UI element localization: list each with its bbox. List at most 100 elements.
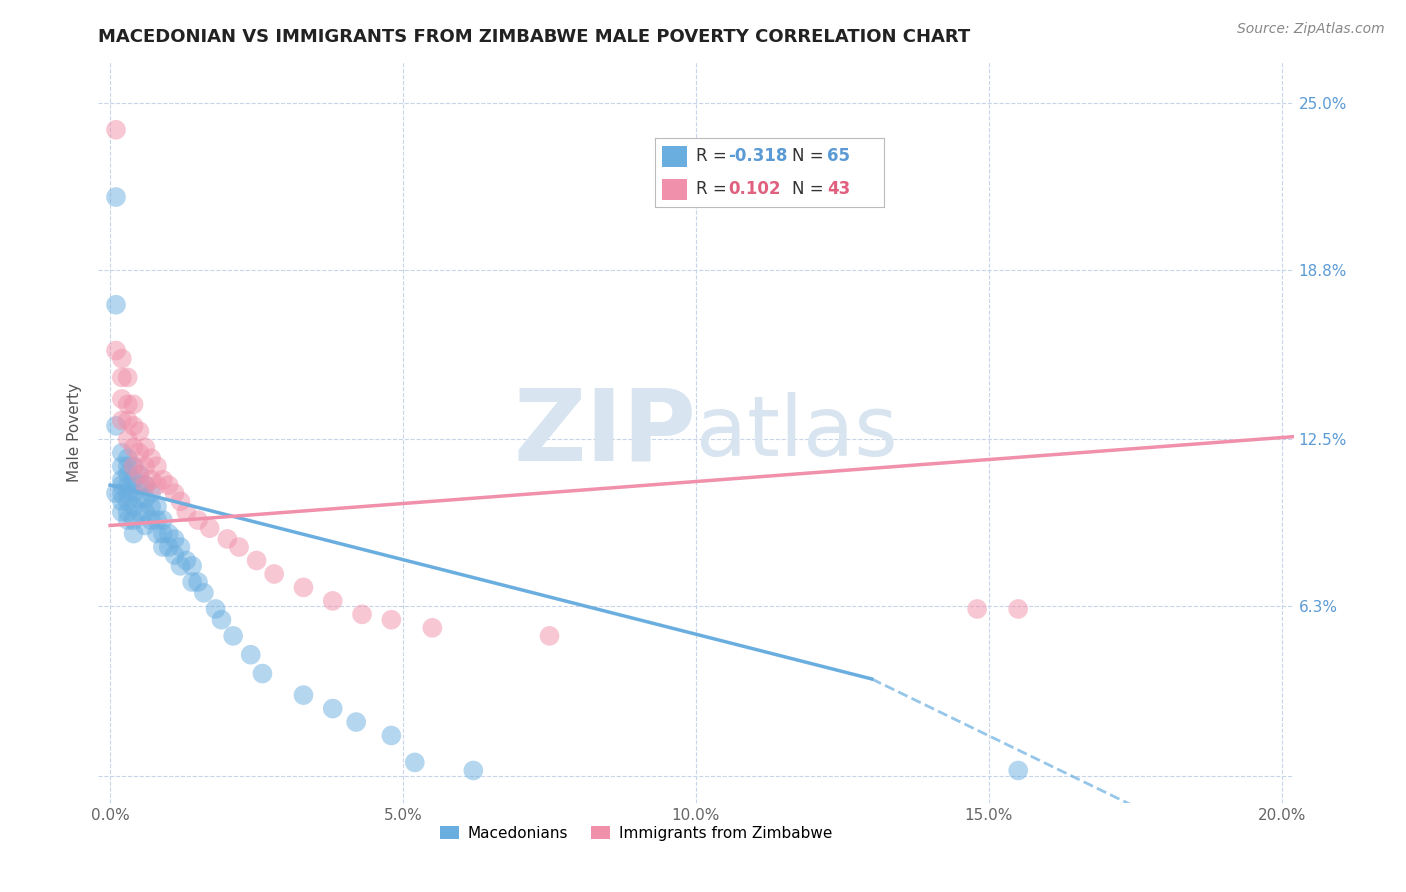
Point [105, 418, 128, 433]
Point [105, 343, 128, 358]
Point [122, 526, 145, 541]
Point [157, 540, 180, 554]
Point [128, 478, 150, 492]
Point [122, 441, 145, 455]
Point [174, 553, 197, 567]
Point [134, 459, 156, 474]
Point [134, 478, 156, 492]
Point [322, 594, 344, 608]
Point [292, 581, 315, 595]
Point [228, 540, 250, 554]
Point [1007, 764, 1029, 778]
Point [105, 190, 128, 204]
Point [163, 548, 186, 562]
Text: N =: N = [793, 147, 830, 166]
Point [111, 478, 134, 492]
Point [111, 486, 134, 500]
Point [322, 701, 344, 715]
Point [111, 473, 134, 487]
Point [217, 532, 239, 546]
Point [141, 473, 163, 487]
Text: 65: 65 [827, 147, 849, 166]
Point [146, 478, 169, 492]
Point [105, 486, 128, 500]
Point [117, 478, 139, 492]
Point [117, 397, 139, 411]
Point [211, 613, 233, 627]
Point [380, 729, 402, 743]
Point [117, 467, 139, 482]
Point [122, 500, 145, 514]
Point [134, 441, 156, 455]
Point [152, 513, 174, 527]
Point [111, 459, 134, 474]
Text: Source: ZipAtlas.com: Source: ZipAtlas.com [1237, 22, 1385, 37]
Point [111, 370, 134, 384]
Point [422, 621, 444, 635]
Point [128, 491, 150, 506]
Point [146, 526, 169, 541]
Point [204, 602, 226, 616]
Point [122, 513, 145, 527]
Point [117, 413, 139, 427]
Point [117, 459, 139, 474]
Point [128, 467, 150, 482]
Point [122, 459, 145, 474]
Point [146, 500, 169, 514]
Point [111, 505, 134, 519]
Point [117, 494, 139, 508]
Point [105, 122, 128, 136]
Point [111, 494, 134, 508]
Text: -0.318: -0.318 [728, 147, 787, 166]
Point [122, 473, 145, 487]
Text: atlas: atlas [696, 392, 897, 473]
Point [152, 540, 174, 554]
Point [246, 553, 269, 567]
Text: 43: 43 [827, 180, 851, 198]
Point [169, 558, 191, 573]
Point [117, 433, 139, 447]
Point [117, 370, 139, 384]
Point [222, 629, 245, 643]
Point [111, 392, 134, 406]
Point [141, 500, 163, 514]
Text: R =: R = [696, 147, 733, 166]
Text: MACEDONIAN VS IMMIGRANTS FROM ZIMBABWE MALE POVERTY CORRELATION CHART: MACEDONIAN VS IMMIGRANTS FROM ZIMBABWE M… [98, 28, 970, 45]
Point [128, 424, 150, 438]
Point [141, 451, 163, 466]
Point [128, 446, 150, 460]
Point [128, 505, 150, 519]
Point [152, 473, 174, 487]
Point [193, 586, 215, 600]
Point [146, 513, 169, 527]
Point [404, 756, 426, 770]
Point [134, 491, 156, 506]
Point [1007, 602, 1029, 616]
Point [263, 566, 285, 581]
Point [174, 505, 197, 519]
Point [134, 505, 156, 519]
Point [538, 629, 561, 643]
Point [157, 526, 180, 541]
Point [169, 540, 191, 554]
Point [111, 413, 134, 427]
Point [463, 764, 485, 778]
Point [181, 575, 204, 590]
Point [239, 648, 262, 662]
Text: N =: N = [793, 180, 830, 198]
Point [187, 575, 209, 590]
Point [966, 602, 988, 616]
Point [163, 486, 186, 500]
Point [117, 486, 139, 500]
Text: ZIP: ZIP [513, 384, 696, 481]
Point [122, 418, 145, 433]
Bar [662, 179, 688, 200]
Point [122, 397, 145, 411]
Point [380, 613, 402, 627]
Point [181, 558, 204, 573]
Point [134, 478, 156, 492]
Point [105, 298, 128, 312]
Point [122, 486, 145, 500]
Point [117, 451, 139, 466]
Point [169, 494, 191, 508]
